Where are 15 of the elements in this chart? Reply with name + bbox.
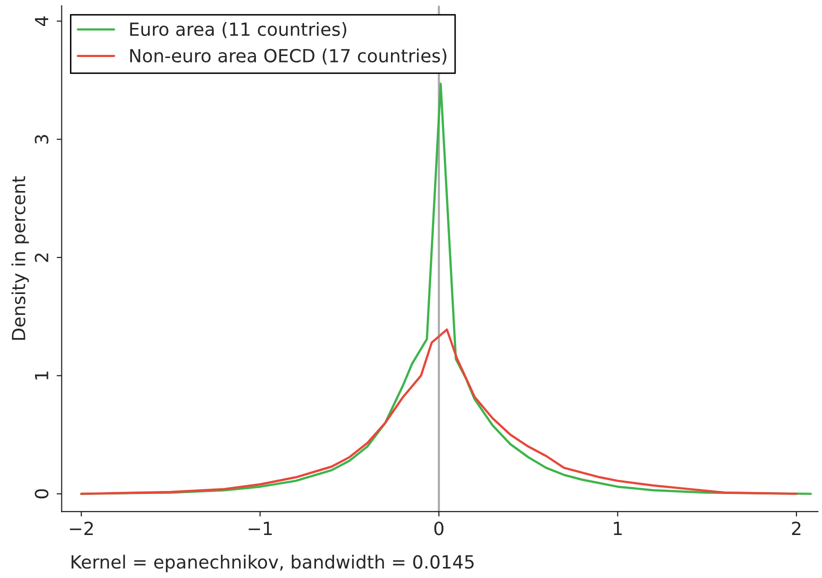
- x-tick-label: −2: [70, 522, 93, 535]
- legend-label: Non-euro area OECD (17 countries): [130, 48, 446, 65]
- x-tick-label: 0: [434, 522, 444, 536]
- y-tick-label: 3: [34, 135, 48, 144]
- line-series: [80, 328, 798, 495]
- legend-label: Euro area (11 countries): [130, 22, 346, 38]
- y-tick-label: 1: [35, 372, 48, 380]
- y-tick-label: 0: [34, 489, 48, 498]
- x-tick-label: 2: [792, 522, 800, 535]
- x-tick-label: −1: [248, 522, 272, 535]
- text: Kernel = epanechnikov, bandwidth = 0.0145: [72, 554, 474, 572]
- x-tick-label: 1: [614, 522, 622, 535]
- y-axis-title: Density in percent: [11, 176, 29, 340]
- y-tick-label: 2: [34, 254, 48, 262]
- y-tick-label: 4: [35, 16, 48, 26]
